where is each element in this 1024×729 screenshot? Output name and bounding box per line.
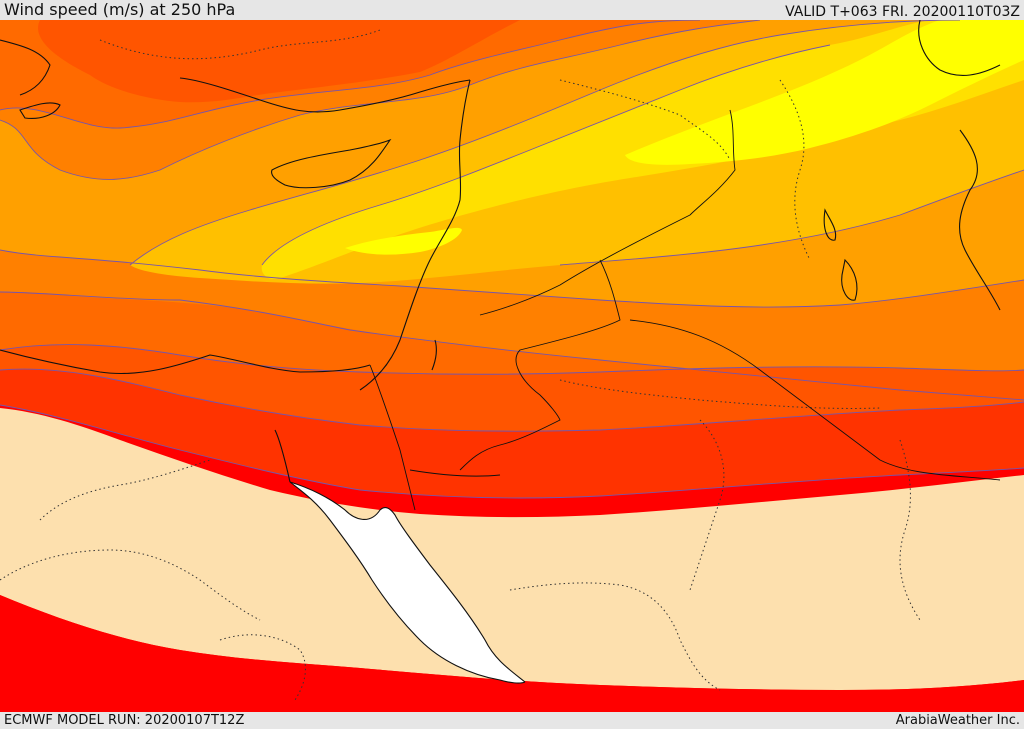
internal-boundaries (0, 29, 921, 701)
wind-contours (0, 20, 1024, 499)
map-footer: ECMWF MODEL RUN: 20200107T12Z ArabiaWeat… (0, 712, 1024, 729)
credit-label: ArabiaWeather Inc. (895, 713, 1020, 728)
wind-speed-map (0, 20, 1024, 712)
band-red-south (0, 595, 1024, 712)
coastlines (0, 20, 1001, 684)
country-boundaries (369, 109, 1001, 511)
map-canvas (0, 20, 1024, 712)
band-yellow-west (345, 227, 462, 255)
model-run-label: ECMWF MODEL RUN: 20200107T12Z (4, 713, 245, 728)
valid-time-label: VALID T+063 FRI. 20200110T03Z (785, 4, 1020, 20)
map-title: Wind speed (m/s) at 250 hPa (4, 0, 236, 19)
band-pale (0, 408, 1024, 690)
band-yellow-east (625, 20, 1024, 165)
red-sea (290, 482, 525, 684)
band-orange-red-top (0, 20, 520, 103)
map-header: Wind speed (m/s) at 250 hPa VALID T+063 … (0, 0, 1024, 20)
